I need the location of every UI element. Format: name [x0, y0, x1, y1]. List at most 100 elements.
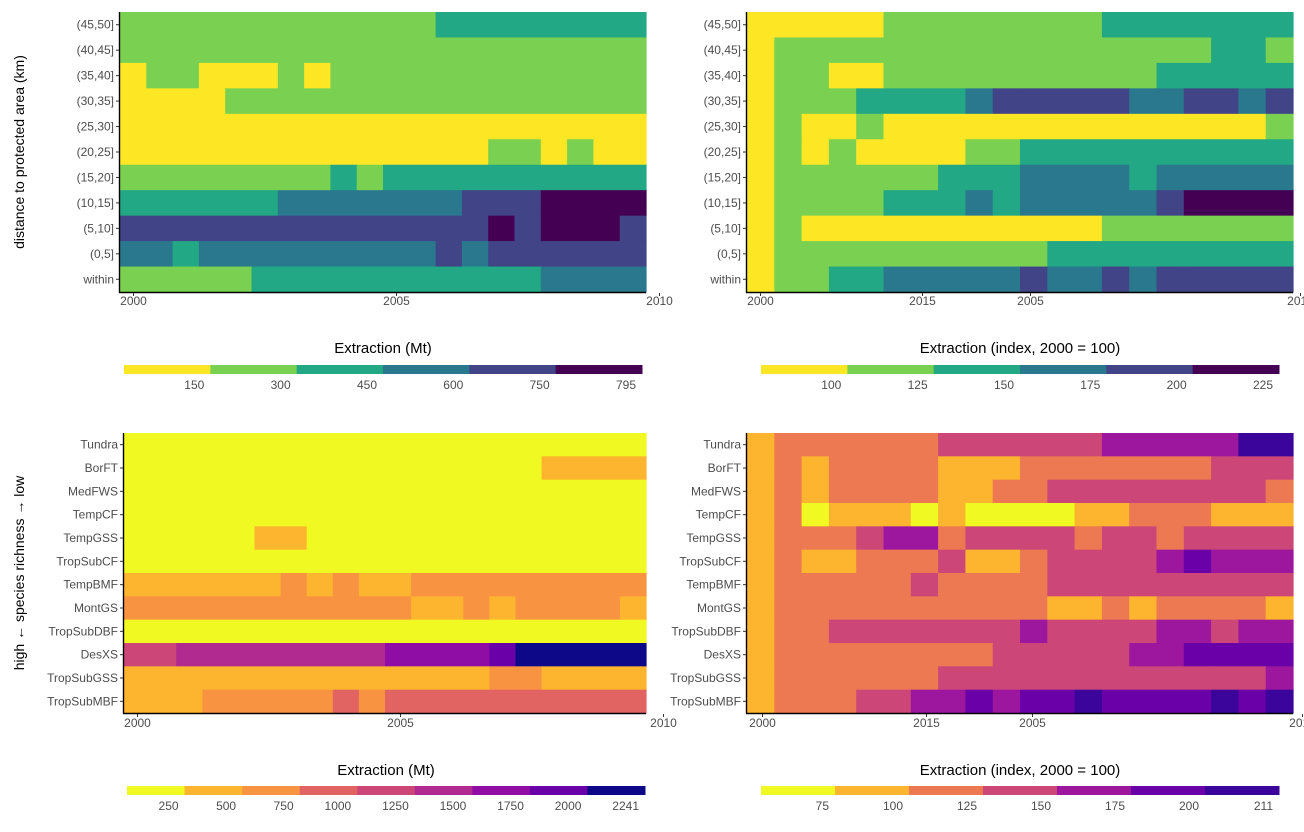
legend-label: 225 — [1253, 378, 1273, 392]
y-tick-label: TropSubMBF — [47, 694, 118, 708]
heatmap-panel-2: (45,50] (40,45] (35,40] (30,35] (25,30] (20,2… — [704, 12, 1304, 392]
heatmap-cell — [856, 88, 966, 115]
heatmap-cell — [910, 689, 966, 714]
heatmap-cell — [774, 62, 830, 89]
y-tick-label: TempBMF — [63, 578, 118, 592]
heatmap-cell — [828, 503, 912, 527]
x-tick-label: 2015 — [913, 716, 940, 730]
heatmap-cell — [176, 643, 386, 667]
heatmap-cell — [1129, 596, 1158, 621]
heatmap-cell — [774, 164, 939, 191]
heatmap-cell — [1020, 549, 1048, 574]
heatmap-rows — [747, 12, 1294, 293]
heatmap-cell — [202, 689, 334, 714]
heatmap-cell — [1265, 479, 1294, 504]
legend-label: 250 — [159, 799, 179, 813]
heatmap-cell — [124, 433, 647, 457]
heatmap-cell — [488, 241, 647, 268]
heatmap-cell — [1265, 88, 1294, 115]
heatmap-cell — [1047, 596, 1103, 621]
heatmap-cell — [856, 549, 939, 574]
legend-label: 600 — [443, 378, 463, 392]
x-tick-label: 2010 — [646, 294, 673, 308]
heatmap-cell — [1156, 62, 1294, 89]
y-tick-label: (5,10] — [710, 221, 741, 235]
heatmap-cell — [747, 190, 775, 217]
heatmap-cell — [774, 619, 830, 644]
heatmap-cell — [938, 666, 1048, 691]
y-tick-label: (35,40] — [704, 69, 741, 83]
heatmap-cell — [747, 503, 775, 527]
heatmap-cell — [1020, 689, 1076, 714]
y-tick-label: TempGSS — [63, 531, 118, 545]
heatmap-cell — [965, 503, 1076, 527]
heatmap-cell — [965, 139, 1021, 166]
legend-label: 200 — [1179, 799, 1199, 813]
legend-label: 1500 — [440, 799, 467, 813]
legend-swatch — [127, 786, 186, 795]
heatmap-cell — [747, 113, 775, 140]
heatmap-cell — [1265, 596, 1294, 621]
heatmap-cell — [1156, 549, 1185, 574]
heatmap-cell — [120, 215, 489, 242]
legend-label: 500 — [216, 799, 236, 813]
heatmap-cell — [856, 139, 966, 166]
heatmap-cell — [1156, 596, 1267, 621]
heatmap-cell — [992, 479, 1048, 504]
heatmap-cell — [411, 596, 464, 621]
heatmap-cell — [992, 689, 1021, 714]
heatmap-cell — [747, 573, 775, 597]
y-tick-label: (0,5] — [90, 247, 114, 261]
heatmap-cell — [774, 266, 830, 293]
heatmap-cell — [938, 549, 966, 574]
heatmap-cell — [356, 164, 384, 191]
heatmap-cell — [463, 596, 490, 621]
heatmap-cell — [277, 62, 305, 89]
heatmap-cell — [938, 164, 1021, 191]
heatmap-cell — [120, 113, 647, 140]
heatmap-cell — [1183, 549, 1212, 574]
y-tick-label: TempCF — [73, 508, 118, 522]
heatmap-cell — [1129, 643, 1185, 667]
heatmap-cell — [306, 526, 647, 551]
legend-swatch — [835, 786, 910, 795]
heatmap-cell — [774, 37, 1212, 64]
heatmap-cell — [747, 689, 775, 714]
y-tick-label: BorFT — [708, 461, 742, 475]
y-tick-label: (40,45] — [704, 43, 741, 57]
heatmap-cell — [567, 139, 594, 166]
heatmap-cell — [120, 12, 437, 39]
legend-swatch — [1192, 365, 1280, 374]
heatmap-cell — [1020, 88, 1130, 115]
heatmap-cell — [828, 479, 939, 504]
x-tick-label: 2005 — [387, 716, 414, 730]
heatmap-cell — [747, 526, 775, 551]
heatmap-cell — [747, 666, 775, 691]
heatmap-cell — [383, 164, 647, 191]
legend-label: 150 — [1031, 799, 1051, 813]
y-tick-label: TropSubCF — [679, 554, 741, 568]
legend-swatch — [210, 365, 298, 374]
legend-title: Extraction (Mt) — [334, 340, 432, 357]
heatmap-cell — [856, 113, 885, 140]
legend-swatch — [1205, 786, 1280, 795]
heatmap-cell — [747, 596, 775, 621]
heatmap-cell — [514, 215, 542, 242]
heatmap-cell — [747, 215, 775, 242]
heatmap-cell — [254, 526, 308, 551]
heatmap-cell — [1047, 619, 1158, 644]
legend-label: 1750 — [497, 799, 524, 813]
heatmap-cell — [515, 643, 647, 667]
heatmap-cell — [306, 573, 334, 597]
heatmap-cell — [1020, 456, 1212, 481]
heatmap-cell — [747, 139, 775, 166]
heatmap-cell — [120, 164, 331, 191]
heatmap-cell — [1101, 433, 1239, 457]
heatmap-cell — [198, 62, 279, 89]
y-tick-label: TropSubGSS — [670, 671, 741, 685]
heatmap-cell — [747, 88, 775, 115]
legend-label: 150 — [184, 378, 204, 392]
heatmap-cell — [1156, 266, 1185, 293]
heatmap-cell — [801, 479, 830, 504]
heatmap-cell — [1047, 549, 1158, 574]
